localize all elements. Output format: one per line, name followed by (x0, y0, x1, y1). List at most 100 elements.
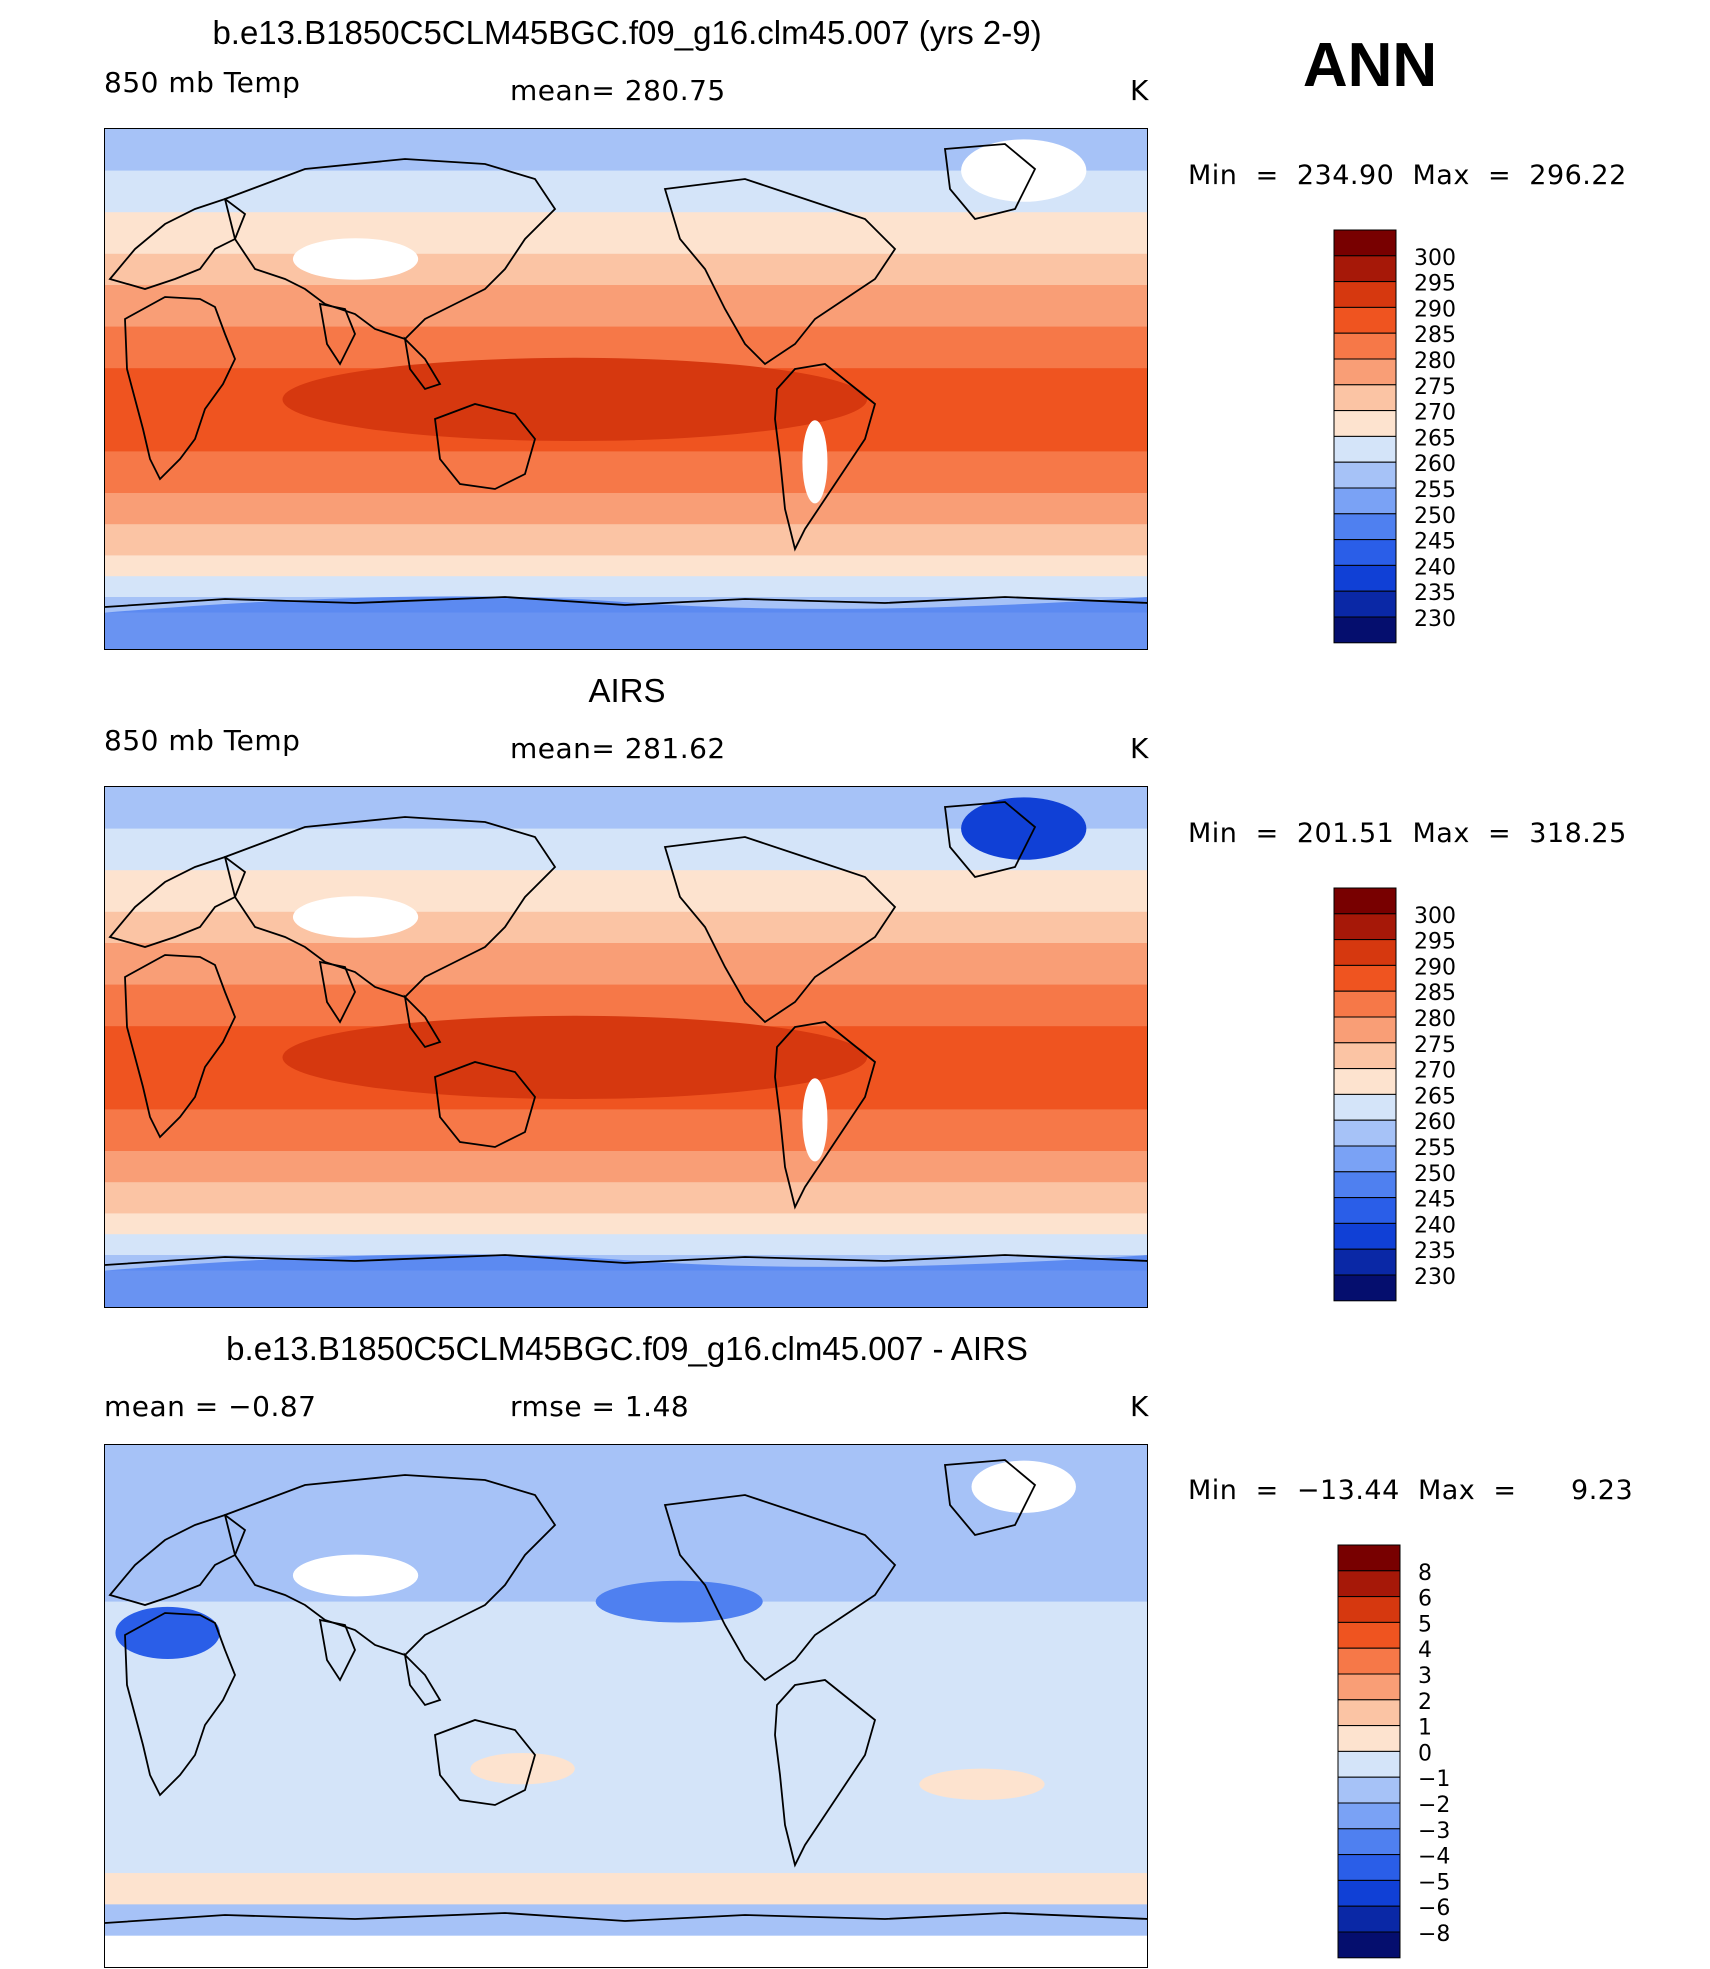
temperature-band (105, 1182, 1147, 1215)
coastline (943, 143, 1037, 221)
colorbar-tick-label: 8 (1418, 1561, 1432, 1586)
colorbar-box (1337, 1931, 1401, 1959)
colorbar-tick-label: 270 (1414, 401, 1456, 426)
colorbar-box (1337, 1673, 1401, 1701)
panel1-units-label: K (1130, 74, 1149, 107)
panel1-minmax: Min = 234.90 Max = 296.22 (1188, 160, 1627, 191)
colorbar-tick-label: 295 (1414, 272, 1456, 297)
andes-missing-region (802, 1078, 828, 1162)
panel2-variable-label: 850 mb Temp (104, 724, 301, 757)
temperature-band (105, 911, 1147, 944)
colorbar-tick-label: 285 (1414, 981, 1456, 1006)
coastline (105, 1912, 1147, 1924)
colorbar-box (1333, 1248, 1397, 1276)
colorbar-box (1337, 1725, 1401, 1752)
colorbar-tick-label: 300 (1414, 246, 1456, 271)
colorbar-box (1333, 1222, 1397, 1250)
colorbar-tick-label: 295 (1414, 930, 1456, 955)
temperature-band (105, 870, 1147, 913)
colorbar-tick-label: 2 (1418, 1690, 1432, 1715)
temperature-band (105, 212, 1147, 255)
colorbar-tick-label: 230 (1414, 1265, 1456, 1290)
colorbar-box (1333, 358, 1397, 386)
colorbar-tick-label: 265 (1414, 426, 1456, 451)
colorbar-box (1337, 1879, 1401, 1907)
coastline (318, 960, 356, 1024)
panel3-colorbar: 8 6 5 4 3 2 1 0 −1 −2 −3 −4 −5 −6 −8 (1337, 1544, 1478, 1967)
colorbar-box (1333, 461, 1397, 489)
colorbar-tick-label: −3 (1418, 1819, 1450, 1844)
temperature-band (105, 524, 1147, 557)
colorbar-box (1333, 590, 1397, 618)
coastline (108, 197, 247, 290)
colorbar-tick-label: 245 (1414, 530, 1456, 555)
coastline (434, 403, 536, 490)
temperature-band (105, 1151, 1147, 1184)
colorbar-box (1333, 255, 1397, 283)
colorbar-box (1333, 887, 1397, 915)
panel2-map (104, 786, 1148, 1308)
panel3-title: b.e13.B1850C5CLM45BGC.f09_g16.clm45.007 … (226, 1330, 1028, 1367)
panel1-mean-label: mean= 280.75 (510, 74, 726, 107)
colorbar-box (1333, 487, 1397, 515)
colorbar-box (1333, 1274, 1397, 1302)
colorbar-tick-label: 3 (1418, 1664, 1432, 1689)
temperature-band (105, 285, 1147, 328)
colorbar-box (1333, 1093, 1397, 1121)
colorbar-box (1337, 1776, 1401, 1804)
panel3-map (104, 1444, 1148, 1968)
coastline (663, 836, 897, 1024)
colorbar-box (1333, 539, 1397, 566)
colorbar-box (1333, 306, 1397, 334)
colorbar-tick-label: 255 (1414, 478, 1456, 503)
colorbar-box (1333, 564, 1397, 592)
panel2-minmax: Min = 201.51 Max = 318.25 (1188, 818, 1627, 849)
colorbar-box (1337, 1828, 1401, 1856)
greenland-region (961, 797, 1087, 860)
panel1-map (104, 128, 1148, 650)
colorbar-tick-label: 230 (1414, 607, 1456, 632)
colorbar-tick-label: −2 (1418, 1793, 1450, 1818)
coastline (403, 1652, 442, 1707)
coastline (774, 363, 877, 552)
greenland-missing-region (971, 1460, 1076, 1513)
colorbar-tick-label: 5 (1418, 1612, 1432, 1637)
colorbar-tick-label: −4 (1418, 1845, 1450, 1870)
coastline (108, 1513, 247, 1606)
colorbar-tick-label: 270 (1414, 1059, 1456, 1084)
colorbar-box (1333, 281, 1397, 308)
coastline (774, 1679, 877, 1868)
coastline (124, 954, 236, 1139)
colorbar-tick-label: 255 (1414, 1136, 1456, 1161)
antarctic-cold-region (105, 1254, 1147, 1307)
sahara-cold-anomaly (115, 1606, 220, 1660)
colorbar-box (1333, 435, 1397, 463)
coastline (318, 302, 356, 366)
coastline (403, 336, 442, 391)
colorbar-box (1337, 1750, 1401, 1778)
panel2-mean-label: mean= 281.62 (510, 732, 726, 765)
colorbar-box (1333, 332, 1397, 360)
colorbar-box (1333, 1068, 1397, 1095)
colorbar-tick-label: 275 (1414, 1033, 1456, 1058)
coastline (318, 1618, 356, 1682)
colorbar-box (1333, 939, 1397, 966)
antarctica-missing-region (105, 1935, 1147, 1967)
colorbar-tick-label: 250 (1414, 1162, 1456, 1187)
colorbar-tick-label: 240 (1414, 555, 1456, 580)
coastline (124, 296, 236, 481)
colorbar-box (1337, 1699, 1401, 1727)
colorbar-box (1337, 1905, 1401, 1933)
atlantic-warm-anomaly (919, 1768, 1045, 1800)
colorbar-tick-label: 240 (1414, 1213, 1456, 1238)
colorbar-tick-label: 290 (1414, 297, 1456, 322)
coastline (774, 1021, 877, 1210)
difference-warm-band (105, 1873, 1147, 1905)
colorbar-box (1337, 1854, 1401, 1881)
colorbar-box (1333, 229, 1397, 257)
colorbar-box (1337, 1570, 1401, 1598)
greenland-region (961, 139, 1087, 202)
temperature-band (105, 1109, 1147, 1152)
colorbar-tick-label: 290 (1414, 955, 1456, 980)
coastline (105, 596, 1147, 608)
